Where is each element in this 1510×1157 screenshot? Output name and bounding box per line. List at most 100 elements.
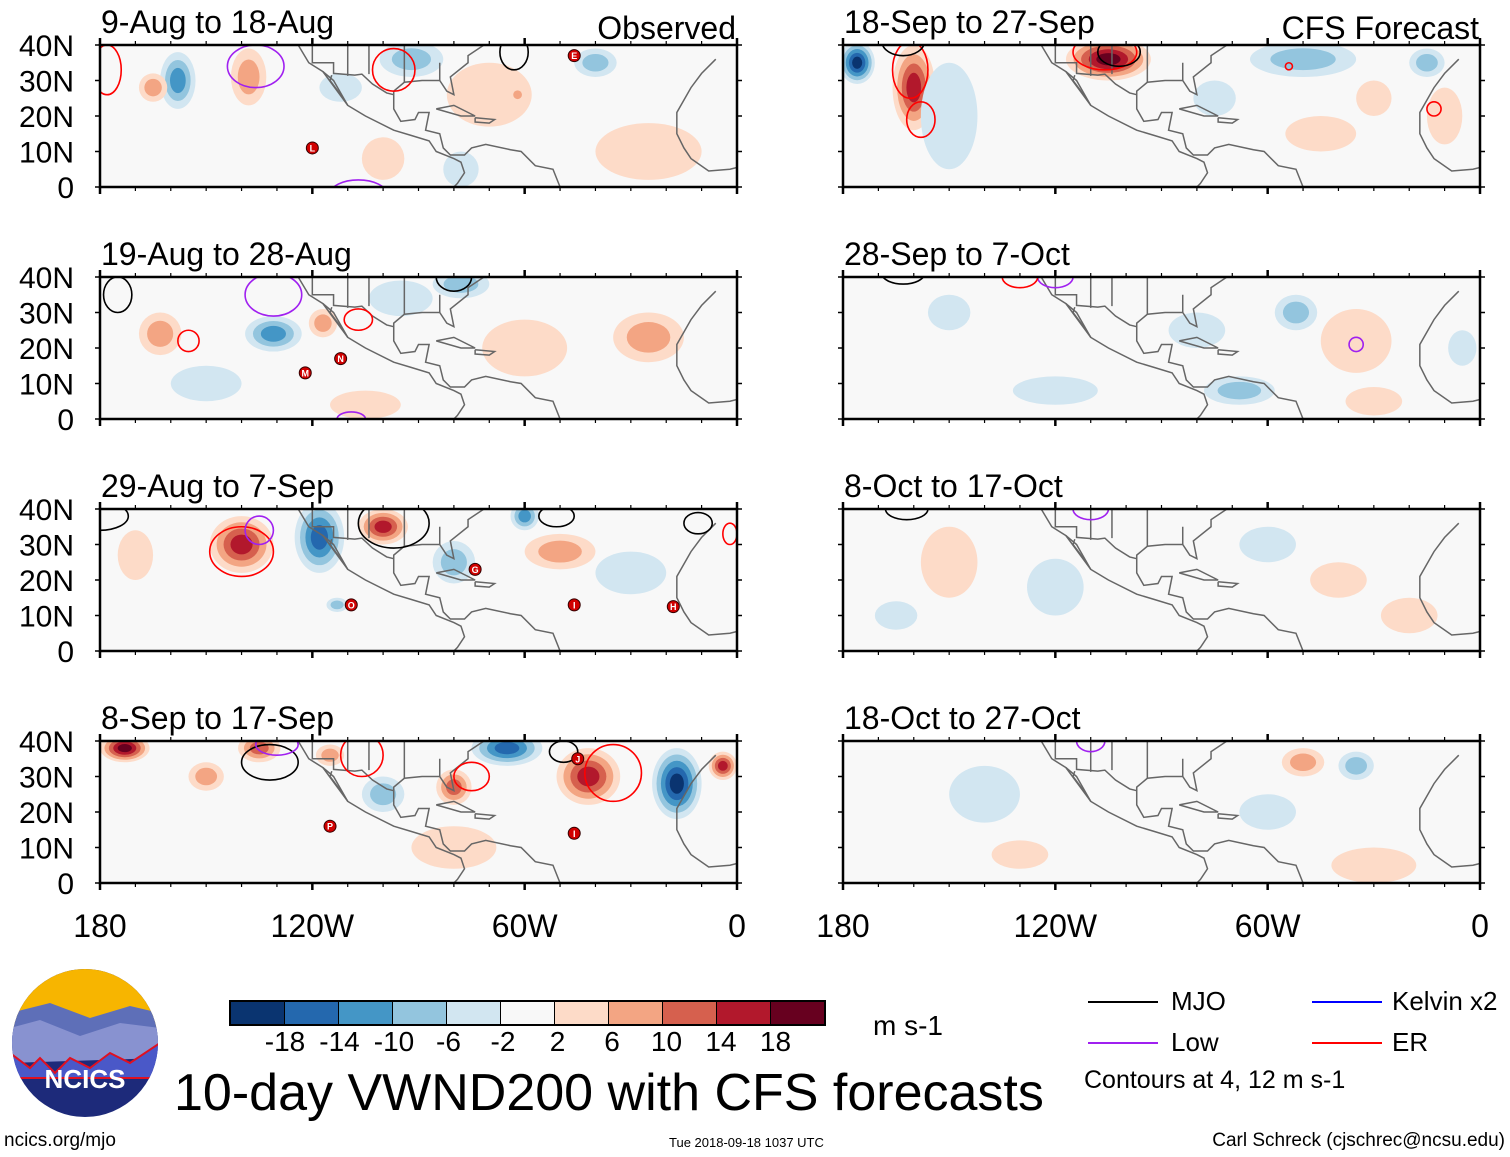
anomaly-shading	[260, 325, 286, 342]
coastline	[1217, 117, 1240, 124]
panel-title: 8-Oct to 17-Oct	[844, 468, 1063, 504]
anomaly-shading	[1345, 757, 1368, 775]
y-tick-label: 40N	[19, 494, 74, 527]
coastline	[676, 754, 737, 868]
contour-line	[177, 329, 200, 353]
contour-line	[100, 509, 130, 532]
panel-title: 28-Sep to 7-Oct	[844, 236, 1070, 272]
anomaly-shading	[368, 280, 433, 317]
coastline	[392, 277, 561, 419]
legend-label-low: Low	[1171, 1027, 1219, 1057]
anomaly-shading	[117, 744, 132, 753]
contour-line	[584, 743, 643, 803]
contour-line	[332, 179, 385, 187]
site-link[interactable]: ncics.org/mjo	[4, 1130, 116, 1151]
anomaly-shading	[927, 294, 971, 331]
anomaly-shading	[1027, 558, 1084, 616]
y-tick-label: 0	[57, 404, 74, 437]
y-tick-label: 20N	[19, 797, 74, 830]
x-tick-label: 60W	[1235, 908, 1302, 944]
anomaly-shading	[1416, 54, 1438, 72]
legend-label-er: ER	[1392, 1027, 1429, 1057]
colorbar-tick-label: -2	[490, 1026, 516, 1057]
x-tick-label: 120W	[271, 908, 355, 944]
coastline	[322, 767, 349, 802]
coastline	[322, 303, 349, 338]
y-tick-label: 30N	[19, 66, 74, 99]
storm-label: P	[327, 822, 333, 832]
colorbar-swatch	[339, 1002, 393, 1024]
tropical-cyclone-marker: N	[334, 352, 348, 366]
legend-swatch-low	[1088, 1042, 1158, 1044]
coastline	[1135, 45, 1304, 187]
storm-label: M	[302, 368, 310, 378]
colorbar	[229, 1000, 826, 1026]
coastline	[322, 71, 349, 106]
y-tick-label: 40N	[19, 262, 74, 295]
anomaly-shading	[1285, 116, 1357, 152]
chart-title: 10-day VWND200 with CFS forecasts	[174, 1064, 1044, 1122]
map-panel: 28-Sep to 7-Oct	[838, 236, 1485, 426]
tropical-cyclone-marker: E	[567, 49, 581, 63]
contour-line	[240, 743, 299, 781]
coastline	[474, 117, 497, 124]
panel-grid: EL9-Aug to 18-Aug010N20N30N40NObservedMN…	[19, 4, 1489, 944]
anomaly-shading	[874, 601, 918, 630]
y-tick-label: 20N	[19, 565, 74, 598]
colorbar-tick-label: 14	[705, 1026, 737, 1057]
contour-line	[1284, 61, 1294, 71]
colorbar-tick-label: 6	[604, 1026, 620, 1057]
coastline	[1041, 45, 1137, 96]
coastline	[1178, 104, 1219, 117]
coastline	[1040, 45, 1209, 187]
coastline	[474, 581, 497, 588]
storm-label: I	[573, 600, 576, 610]
legend-label-mjo: MJO	[1171, 986, 1226, 1016]
logo-text: NCICS	[45, 1064, 126, 1094]
anomaly-shading	[1217, 381, 1262, 400]
anomaly-shading	[1239, 794, 1296, 830]
coastline	[1041, 509, 1137, 560]
map-panel: 18-Oct to 27-Oct 180 120W 60W 0	[816, 700, 1489, 944]
storm-label: I	[573, 829, 576, 839]
colorbar-tick-label: 10	[650, 1026, 683, 1057]
contour-line	[722, 522, 737, 546]
panel-title: 29-Aug to 7-Sep	[101, 468, 334, 504]
y-tick-label: 0	[57, 868, 74, 901]
author-credit: Carl Schreck (cjschrec@ncsu.edu)	[1212, 1130, 1505, 1151]
colorbar-swatch	[231, 1002, 285, 1024]
y-tick-label: 40N	[19, 30, 74, 63]
coastline	[1419, 58, 1480, 172]
storm-label: G	[472, 565, 479, 575]
coastline	[1065, 303, 1092, 338]
colorbar-swatch	[285, 1002, 339, 1024]
anomaly-shading	[1331, 847, 1417, 883]
coastline	[1217, 813, 1240, 820]
coastline	[298, 45, 394, 96]
anomaly-shading	[595, 123, 702, 180]
coastline	[1065, 71, 1092, 106]
colorbar-swatch	[771, 1002, 824, 1024]
contour-line	[683, 511, 714, 535]
contour-line	[100, 45, 123, 96]
coastline	[1135, 509, 1304, 651]
anomaly-shading	[1270, 48, 1336, 71]
anomaly-shading	[717, 760, 728, 771]
colorbar-tick-label: -18	[264, 1026, 306, 1057]
anomaly-shading	[1282, 301, 1310, 324]
anomaly-shading	[920, 526, 978, 598]
storm-label: H	[670, 602, 677, 612]
y-tick-label: 30N	[19, 530, 74, 563]
storm-label: E	[571, 51, 577, 61]
anomaly-shading	[1320, 308, 1392, 373]
contour-line	[453, 761, 491, 792]
contour-line	[357, 509, 430, 549]
coastline	[297, 741, 466, 883]
coastline	[297, 45, 466, 187]
storm-label: J	[575, 754, 580, 764]
colorbar-tick-label: -6	[436, 1026, 461, 1057]
coastline	[1178, 568, 1219, 581]
tropical-cyclone-marker: H	[666, 600, 680, 614]
colorbar-swatch	[717, 1002, 771, 1024]
